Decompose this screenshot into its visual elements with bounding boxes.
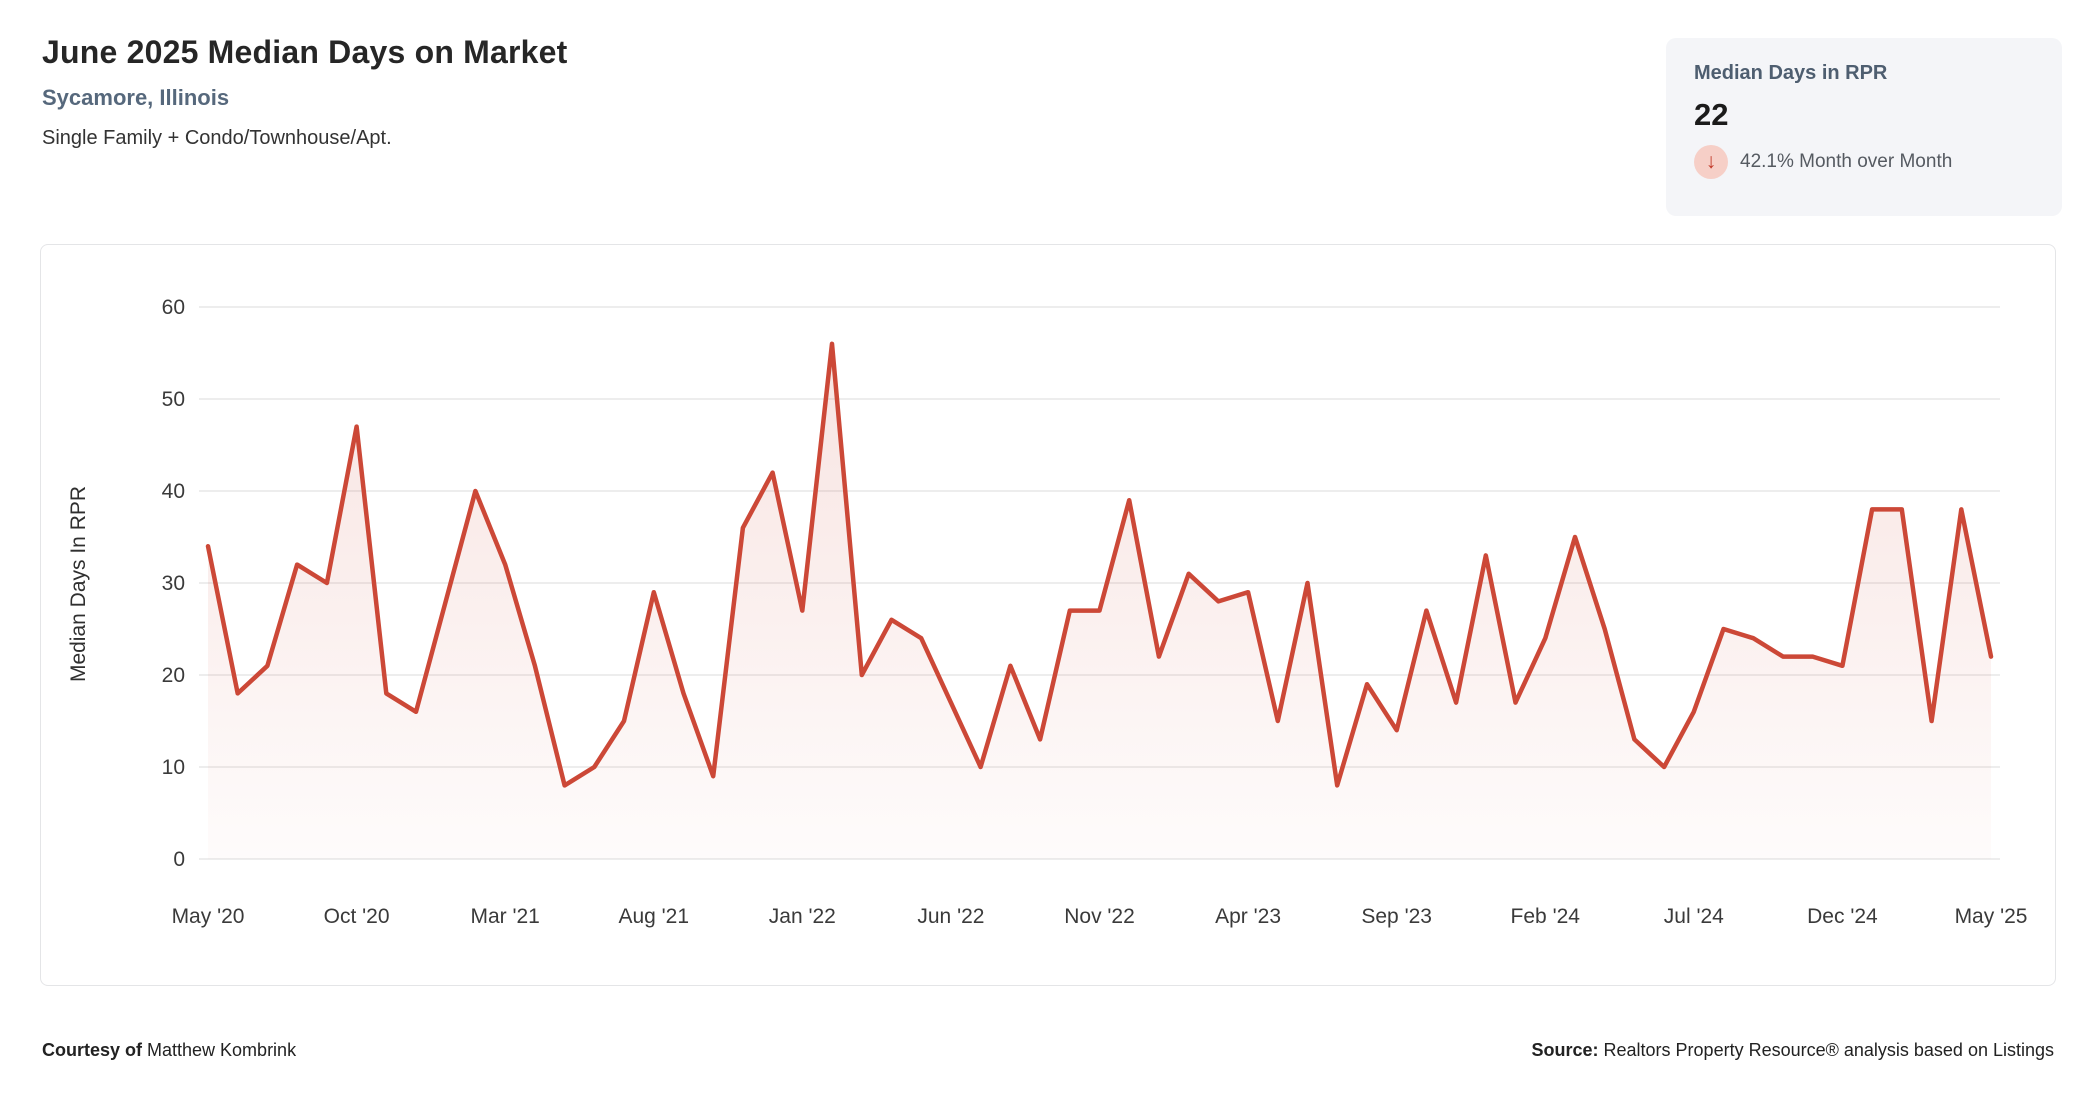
- x-tick-label-20: Jan '22: [769, 905, 836, 928]
- y-tick-label-10: 10: [162, 756, 185, 779]
- x-tick-label-15: Aug '21: [618, 905, 689, 928]
- month-over-month-row: ↓ 42.1% Month over Month: [1694, 145, 2034, 179]
- x-tick-label-35: Apr '23: [1215, 905, 1281, 928]
- stat-label: Median Days in RPR: [1694, 62, 1888, 84]
- courtesy-name: Matthew Kombrink: [142, 1040, 297, 1060]
- x-tick-label-50: Jul '24: [1664, 905, 1724, 928]
- page-title: June 2025 Median Days on Market: [42, 34, 568, 70]
- area-fill: [208, 343, 1991, 859]
- median-days-line: [205, 341, 1994, 788]
- report-header: June 2025 Median Days on Market Sycamore…: [42, 34, 568, 150]
- x-tick-label-10: Mar '21: [470, 905, 539, 928]
- property-type-line: Single Family + Condo/Townhouse/Apt.: [42, 127, 392, 149]
- x-tick-label-25: Jun '22: [917, 905, 984, 928]
- x-tick-label-5: Oct '20: [324, 905, 390, 928]
- y-tick-label-30: 30: [162, 572, 185, 595]
- x-tick-label-40: Sep '23: [1361, 905, 1432, 928]
- median-days-area-chart[interactable]: 0 10 20 30 40 50 60 May '20 Oct '20 Mar '21 Aug '2…: [41, 245, 2057, 987]
- source-text: Realtors Property Resource® analysis bas…: [1598, 1040, 2054, 1060]
- chart-card: Median Days In RPR 0 10 20 30 40 50 60 May '20 O…: [40, 244, 2056, 986]
- y-tick-label-50: 50: [162, 388, 185, 411]
- x-tick-label-55: Dec '24: [1807, 905, 1878, 928]
- x-tick-label-60: May '25: [1955, 905, 2028, 928]
- source-label: Source:: [1531, 1040, 1599, 1060]
- x-tick-label-30: Nov '22: [1064, 905, 1135, 928]
- courtesy-line: Courtesy of Matthew Kombrink: [42, 1040, 296, 1061]
- change-text: 42.1% Month over Month: [1740, 151, 1953, 172]
- stat-value: 22: [1694, 97, 1729, 132]
- y-tick-label-40: 40: [162, 480, 185, 503]
- down-arrow-icon: ↓: [1694, 145, 1728, 179]
- y-tick-label-60: 60: [162, 296, 185, 319]
- y-tick-label-20: 20: [162, 664, 185, 687]
- report-footer: Courtesy of Matthew Kombrink Source: Rea…: [0, 1034, 2096, 1074]
- x-tick-label-0: May '20: [172, 905, 245, 928]
- source-line: Source: Realtors Property Resource® anal…: [1531, 1040, 2054, 1061]
- location-subtitle: Sycamore, Illinois: [42, 85, 230, 110]
- x-tick-label-45: Feb '24: [1511, 905, 1581, 928]
- y-tick-label-0: 0: [173, 848, 185, 871]
- courtesy-label: Courtesy of: [42, 1040, 143, 1060]
- median-days-stat-card: Median Days in RPR 22 ↓ 42.1% Month over…: [1666, 38, 2062, 216]
